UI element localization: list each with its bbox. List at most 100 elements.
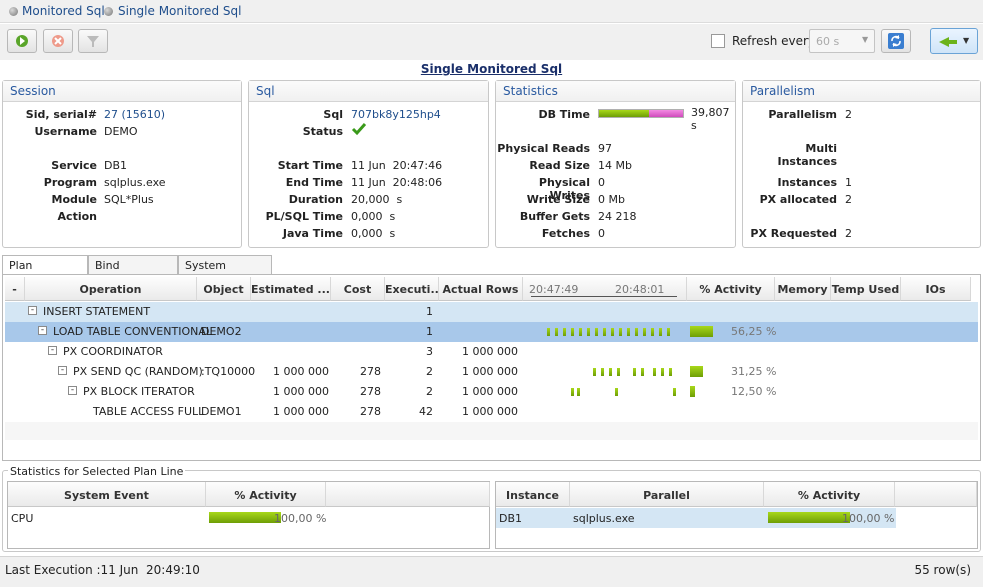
column-header-memory[interactable]: Memory <box>775 277 831 301</box>
collapse-icon[interactable]: - <box>38 326 47 335</box>
timeline-bars <box>547 328 677 336</box>
column-header-system-event[interactable]: System Event <box>8 482 206 507</box>
timeline-bars <box>571 388 681 396</box>
selected-plan-line-title: Statistics for Selected Plan Line <box>8 465 186 478</box>
column-header-temp-used[interactable]: Temp Used <box>831 277 901 301</box>
plan-row-cost: 278 <box>360 405 381 418</box>
tab-system-events[interactable]: System Events <box>178 255 272 285</box>
column-header-cost[interactable]: Cost <box>331 277 385 301</box>
timeline-axis <box>531 296 677 297</box>
java-time-value: 0,000 s <box>351 227 396 240</box>
column-header-activity[interactable]: % Activity <box>687 277 775 301</box>
tab-bind-variables[interactable]: Bind Variables <box>88 255 178 285</box>
column-header-event-activity[interactable]: % Activity <box>206 482 326 507</box>
plan-row-insert-statement[interactable]: - INSERT STATEMENT 1 <box>5 302 978 322</box>
fetches-label: Fetches <box>541 227 590 240</box>
collapse-icon[interactable]: - <box>68 386 77 395</box>
plan-row-estimated: 1 000 000 <box>273 405 329 418</box>
export-menu-button[interactable]: ▼ <box>930 28 978 54</box>
column-header-estimated[interactable]: Estimated ... <box>251 277 331 301</box>
duration-value: 20,000 s <box>351 193 403 206</box>
sid-serial-value[interactable]: 27 (15610) <box>104 108 166 121</box>
refresh-label: Refresh every <box>732 34 816 48</box>
column-header-ios[interactable]: IOs <box>901 277 971 301</box>
refresh-button[interactable] <box>881 29 911 53</box>
column-header-instance-activity[interactable]: % Activity <box>764 482 895 507</box>
plan-row-px-block-iterator[interactable]: - PX BLOCK ITERATOR 1 000 000 278 2 1 00… <box>5 382 978 402</box>
activity-bar <box>690 326 713 337</box>
collapse-icon[interactable]: - <box>58 366 67 375</box>
column-header-empty <box>895 482 977 507</box>
plan-row-executions: 2 <box>426 365 433 378</box>
event-activity-track <box>209 512 281 523</box>
column-header-timeline[interactable]: 20:47:49 20:48:01 <box>523 277 687 301</box>
parallelism-panel: Parallelism Parallelism 2 Multi Instance… <box>742 80 981 248</box>
column-header-operation[interactable]: Operation <box>25 277 197 301</box>
db-time-bar-cpu <box>599 110 650 117</box>
username-value: DEMO <box>104 125 138 138</box>
chevron-down-icon: ▼ <box>963 36 970 45</box>
chevron-down-icon: ▼ <box>862 35 869 44</box>
column-header-object[interactable]: Object <box>197 277 251 301</box>
collapse-icon[interactable]: - <box>28 306 37 315</box>
breadcrumb-dot-icon <box>9 7 18 16</box>
parallelism-panel-title: Parallelism <box>743 81 980 102</box>
statistics-panel: Statistics DB Time 39,807 s Physical Rea… <box>495 80 736 248</box>
end-time-label: End Time <box>285 176 343 189</box>
refresh-interval-select[interactable]: 60 s ▼ <box>809 29 875 53</box>
plan-row-px-send-qc[interactable]: - PX SEND QC (RANDOM) :TQ10000 1 000 000… <box>5 362 978 382</box>
multi-instances-label: Multi Instances <box>777 142 837 168</box>
start-time-label: Start Time <box>277 159 343 172</box>
run-icon <box>16 35 28 47</box>
plan-row-actual-rows: 1 000 000 <box>462 405 518 418</box>
plan-row-px-coordinator[interactable]: - PX COORDINATOR 3 1 000 000 <box>5 342 978 362</box>
column-header-instance[interactable]: Instance <box>496 482 570 507</box>
db-time-bar <box>598 109 684 118</box>
column-header-parallel[interactable]: Parallel <box>570 482 764 507</box>
column-header-actual-rows[interactable]: Actual Rows <box>439 277 523 301</box>
instance-name: DB1 <box>499 512 523 525</box>
refresh-interval-value: 60 s <box>816 35 840 48</box>
column-header-executions[interactable]: Executi... <box>385 277 439 301</box>
px-allocated-label: PX allocated <box>759 193 837 206</box>
program-value: sqlplus.exe <box>104 176 166 189</box>
program-label: Program <box>43 176 97 189</box>
breadcrumb-link-single-monitored-sql[interactable]: Single Monitored Sql <box>118 4 242 18</box>
breadcrumb: Monitored Sqls Single Monitored Sql <box>0 0 983 23</box>
column-header-expand[interactable]: - <box>5 277 25 301</box>
column-header-empty <box>326 482 490 507</box>
refresh-checkbox[interactable] <box>711 34 725 48</box>
statistics-panel-title: Statistics <box>496 81 735 102</box>
activity-bar <box>690 366 703 377</box>
plan-row-actual-rows: 1 000 000 <box>462 345 518 358</box>
run-button[interactable] <box>7 29 37 53</box>
instances-value: 1 <box>845 176 852 189</box>
plan-row-executions: 42 <box>419 405 433 418</box>
instance-row[interactable]: DB1 sqlplus.exe 100,00 % <box>496 508 896 528</box>
filter-icon <box>87 36 99 47</box>
system-event-grid: System Event % Activity CPU 100,00 % <box>7 481 490 549</box>
username-label: Username <box>34 125 97 138</box>
activity-percent: 56,25 % <box>731 325 777 338</box>
filter-button[interactable] <box>78 29 108 53</box>
system-event-row[interactable]: CPU 100,00 % <box>8 508 489 528</box>
instance-activity-percent: 100,00 % <box>842 512 895 525</box>
collapse-icon[interactable]: - <box>48 346 57 355</box>
sql-id-label: Sql <box>323 108 343 121</box>
db-time-value: 39,807 s <box>691 106 730 132</box>
row-count-text: 55 row(s) <box>914 563 971 577</box>
db-time-label: DB Time <box>538 108 590 121</box>
page-title[interactable]: Single Monitored Sql <box>420 62 563 76</box>
plan-row-table-access-full[interactable]: TABLE ACCESS FULL DEMO1 1 000 000 278 42… <box>5 402 978 422</box>
plan-row-load-table[interactable]: - LOAD TABLE CONVENTIONAL DEMO2 1 56,25 … <box>5 322 978 342</box>
sql-id-value[interactable]: 707bk8y125hp4 <box>351 108 441 121</box>
checkmark-icon <box>351 123 367 136</box>
instance-activity-bar <box>768 512 850 523</box>
plan-row-executions: 2 <box>426 385 433 398</box>
last-execution-text: Last Execution :11 Jun 20:49:10 <box>5 563 200 577</box>
plan-row-operation: INSERT STATEMENT <box>43 305 151 318</box>
breadcrumb-link-monitored-sqls[interactable]: Monitored Sqls <box>22 4 111 18</box>
stop-button[interactable] <box>43 29 73 53</box>
refresh-icon <box>888 33 904 49</box>
tab-plan-statistics[interactable]: Plan Statistics <box>2 255 88 285</box>
